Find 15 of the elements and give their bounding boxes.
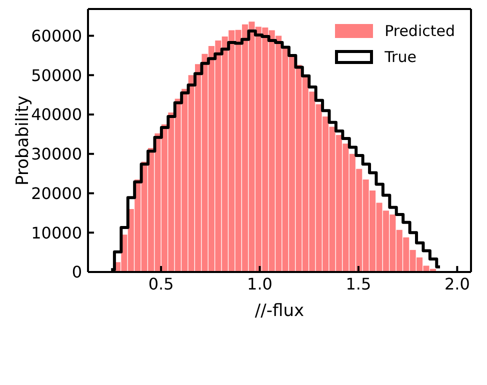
y-tick-label: 60000 xyxy=(31,26,82,46)
y-axis-title: Probability xyxy=(13,96,34,186)
y-tick-label: 0 xyxy=(72,262,82,282)
y-tick-label: 20000 xyxy=(31,184,82,203)
legend-label: Predicted xyxy=(384,22,455,40)
y-tick-label: 40000 xyxy=(31,105,82,124)
x-tick-label: 1.5 xyxy=(346,274,372,294)
x-tick-label: 0.5 xyxy=(148,274,174,294)
x-axis-title: //-flux xyxy=(254,301,304,321)
x-tick-label: 2.0 xyxy=(444,274,470,294)
x-tick-label: 1.0 xyxy=(247,274,272,294)
y-tick-label: 50000 xyxy=(31,66,82,85)
y-tick-label: 10000 xyxy=(31,223,82,242)
legend-label: True xyxy=(384,48,416,66)
y-tick-label: 30000 xyxy=(31,144,82,164)
